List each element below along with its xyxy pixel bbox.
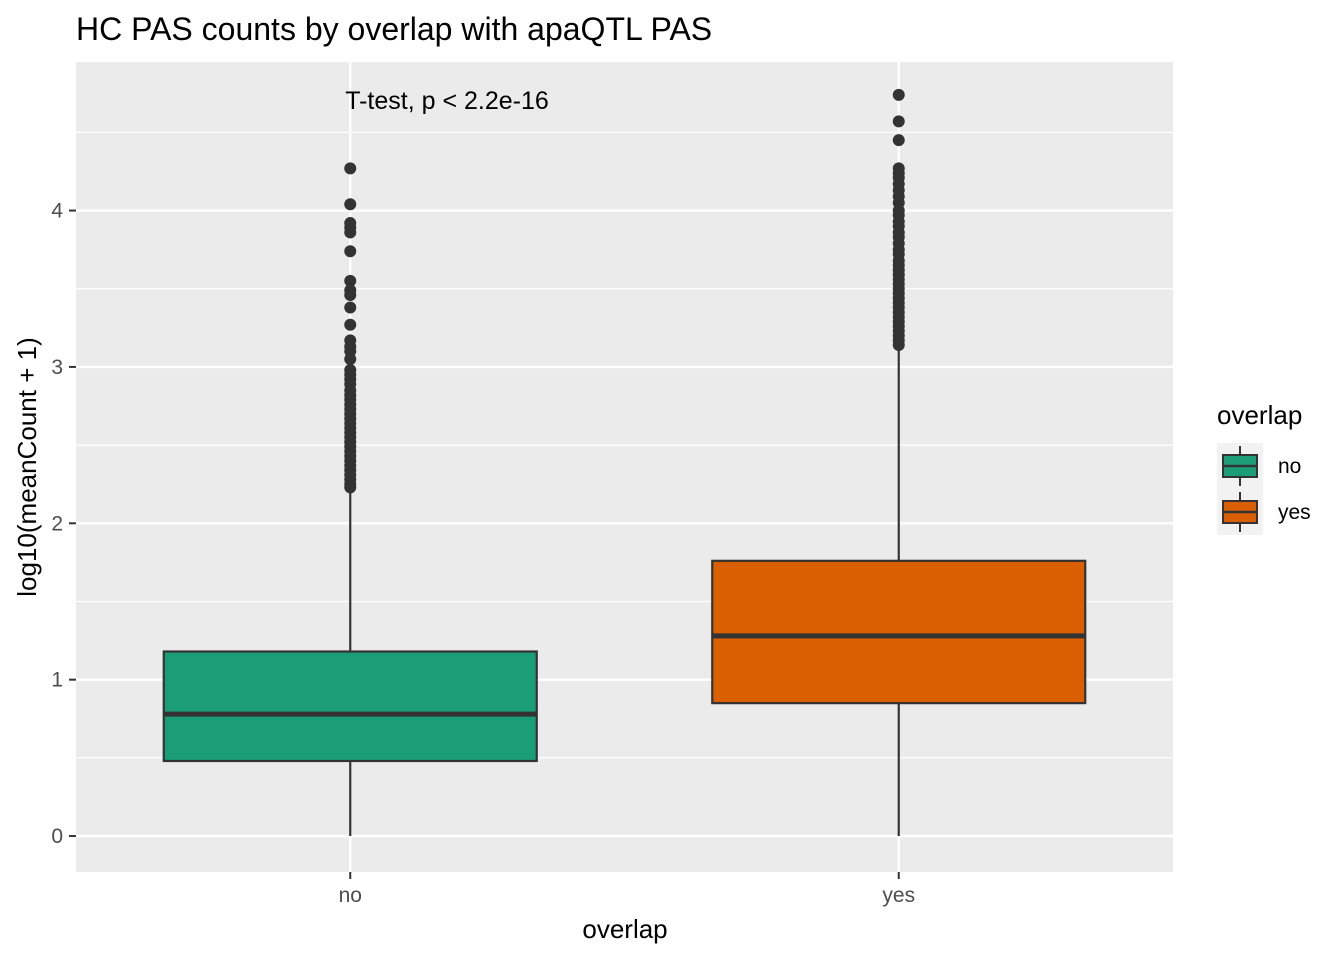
y-tick-label: 4 — [51, 200, 63, 223]
y-axis-title: log10(meanCount + 1) — [12, 337, 42, 596]
annotation-ttest: T-test, p < 2.2e-16 — [345, 87, 549, 115]
outlier-point — [892, 339, 905, 352]
outlier-point — [344, 318, 357, 331]
legend-title: overlap — [1217, 400, 1302, 430]
box-no — [162, 162, 538, 837]
x-tick-label: yes — [882, 884, 915, 907]
outlier-point — [892, 115, 905, 128]
legend-item-no: no — [1217, 443, 1301, 489]
outlier-point — [344, 288, 357, 301]
legend-items: no yes — [1217, 443, 1311, 535]
outlier-point — [892, 88, 905, 101]
x-tick-label: no — [339, 884, 362, 907]
legend-item-yes: yes — [1217, 489, 1311, 535]
axes: 0 1 2 3 4 no yes — [51, 200, 915, 907]
box-iqr — [162, 650, 538, 763]
y-tick-label: 2 — [51, 512, 63, 535]
legend-label: no — [1278, 455, 1301, 478]
outlier-point — [344, 481, 357, 494]
y-tick-label: 0 — [51, 825, 63, 848]
outlier-point — [344, 353, 357, 366]
outlier-point — [344, 198, 357, 211]
boxes — [162, 88, 1087, 837]
chart-title: HC PAS counts by overlap with apaQTL PAS — [76, 11, 712, 47]
legend-label: yes — [1278, 501, 1311, 524]
outlier-point — [344, 274, 357, 287]
y-tick-label: 1 — [51, 669, 63, 692]
outlier-point — [344, 226, 357, 239]
legend: overlap no yes — [1217, 400, 1311, 535]
outlier-point — [344, 162, 357, 175]
outlier-point — [344, 301, 357, 314]
outlier-point — [892, 134, 905, 147]
y-tick-label: 3 — [51, 356, 63, 379]
outlier-point — [344, 245, 357, 258]
box-yes — [711, 88, 1087, 837]
x-axis-title: overlap — [582, 914, 667, 944]
box-iqr — [711, 559, 1087, 705]
